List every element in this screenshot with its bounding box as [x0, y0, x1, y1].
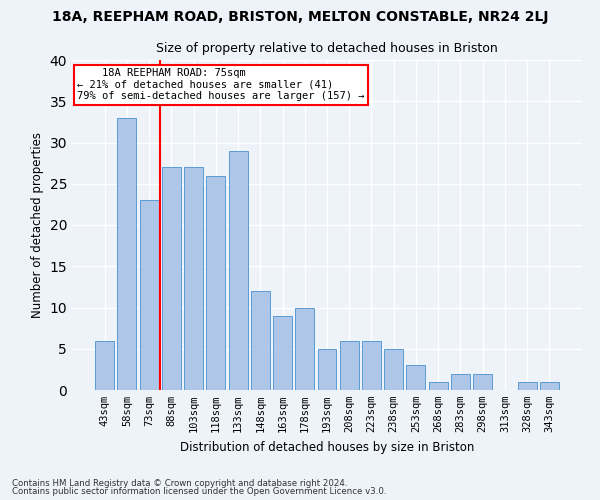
Bar — [362, 340, 381, 390]
Bar — [540, 382, 559, 390]
Bar — [273, 316, 292, 390]
Bar — [206, 176, 225, 390]
Bar — [295, 308, 314, 390]
Text: Contains public sector information licensed under the Open Government Licence v3: Contains public sector information licen… — [12, 487, 386, 496]
Bar — [473, 374, 492, 390]
Bar — [118, 118, 136, 390]
Bar — [340, 340, 359, 390]
Bar — [162, 167, 181, 390]
Text: 18A, REEPHAM ROAD, BRISTON, MELTON CONSTABLE, NR24 2LJ: 18A, REEPHAM ROAD, BRISTON, MELTON CONST… — [52, 10, 548, 24]
Bar — [95, 340, 114, 390]
Text: Contains HM Land Registry data © Crown copyright and database right 2024.: Contains HM Land Registry data © Crown c… — [12, 478, 347, 488]
Bar — [384, 349, 403, 390]
Y-axis label: Number of detached properties: Number of detached properties — [31, 132, 44, 318]
Text: 18A REEPHAM ROAD: 75sqm
← 21% of detached houses are smaller (41)
79% of semi-de: 18A REEPHAM ROAD: 75sqm ← 21% of detache… — [77, 68, 365, 102]
Bar — [406, 365, 425, 390]
X-axis label: Distribution of detached houses by size in Briston: Distribution of detached houses by size … — [180, 440, 474, 454]
Bar — [184, 167, 203, 390]
Bar — [451, 374, 470, 390]
Bar — [229, 151, 248, 390]
Bar — [317, 349, 337, 390]
Title: Size of property relative to detached houses in Briston: Size of property relative to detached ho… — [156, 42, 498, 54]
Bar — [429, 382, 448, 390]
Bar — [251, 291, 270, 390]
Bar — [518, 382, 536, 390]
Bar — [140, 200, 158, 390]
